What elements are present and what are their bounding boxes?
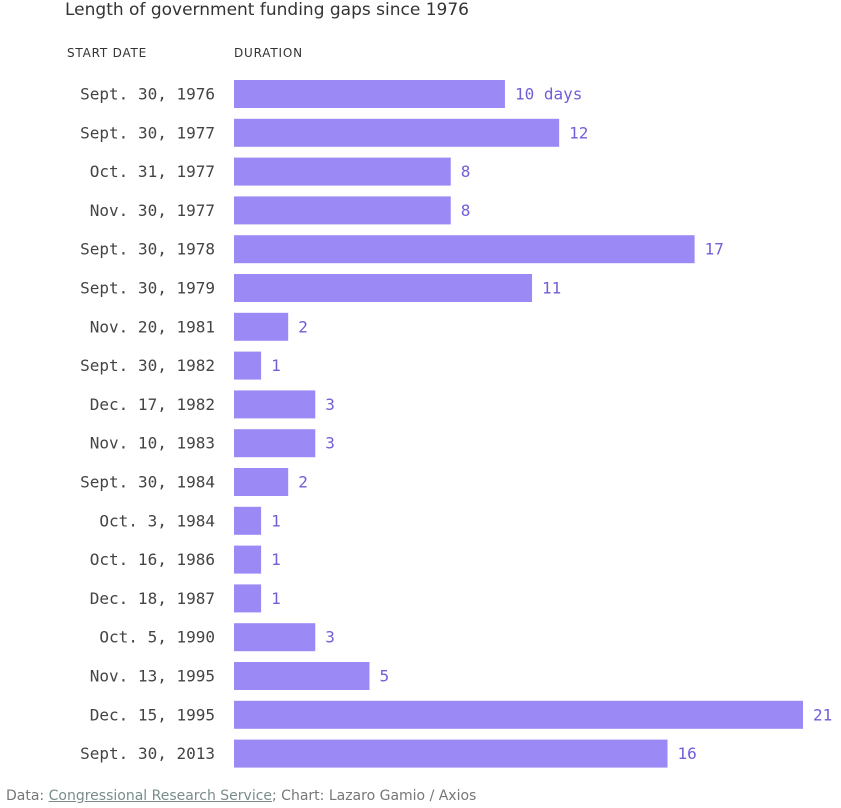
duration-bar (234, 351, 262, 380)
start-date-label: Sept. 30, 1978 (80, 240, 215, 259)
duration-bar (234, 235, 695, 264)
duration-value-label: 1 (271, 550, 281, 569)
duration-bar (234, 700, 803, 729)
duration-bar (234, 118, 560, 147)
duration-bar (234, 506, 262, 535)
duration-header: DURATION (234, 46, 303, 60)
duration-value-label: 11 (542, 279, 561, 298)
duration-bar (234, 196, 451, 225)
start-date-label: Dec. 17, 1982 (90, 395, 215, 414)
duration-value-label: 8 (461, 162, 471, 181)
duration-value-label: 3 (325, 628, 335, 647)
duration-value-label: 3 (325, 395, 335, 414)
duration-value-label: 21 (813, 705, 832, 724)
duration-value-label: 3 (325, 434, 335, 453)
duration-value-label: 1 (271, 511, 281, 530)
duration-value-label: 8 (461, 201, 471, 220)
start-date-label: Oct. 31, 1977 (90, 162, 215, 181)
duration-value-label: 5 (379, 667, 389, 686)
start-date-label: Nov. 30, 1977 (90, 201, 215, 220)
duration-value-label: 12 (569, 123, 588, 142)
start-date-header: START DATE (67, 46, 148, 60)
duration-value-label: 10 days (515, 85, 582, 104)
start-date-label: Dec. 15, 1995 (90, 705, 215, 724)
start-date-label: Dec. 18, 1987 (90, 589, 215, 608)
duration-bar (234, 739, 668, 768)
duration-bar (234, 662, 370, 690)
duration-bar (234, 80, 505, 108)
start-date-label: Oct. 3, 1984 (99, 511, 215, 530)
start-date-label: Sept. 30, 1977 (80, 123, 215, 142)
duration-value-label: 16 (678, 744, 697, 763)
duration-bar (234, 468, 289, 496)
start-date-label: Sept. 30, 2013 (80, 744, 215, 763)
duration-bar (234, 312, 289, 341)
start-date-label: Nov. 13, 1995 (90, 667, 215, 686)
start-date-label: Sept. 30, 1982 (80, 356, 215, 375)
start-date-label: Sept. 30, 1979 (80, 279, 215, 298)
duration-bar (234, 390, 316, 419)
source-link[interactable]: Congressional Research Service (48, 788, 273, 804)
start-date-label: Oct. 16, 1986 (90, 550, 215, 569)
start-date-label: Sept. 30, 1976 (80, 85, 215, 104)
start-date-label: Nov. 20, 1981 (90, 317, 215, 336)
duration-bar (234, 584, 262, 613)
footer-suffix: ; Chart: Lazaro Gamio / Axios (272, 788, 477, 804)
duration-bar (234, 623, 316, 652)
duration-value-label: 2 (298, 473, 308, 492)
duration-bar (234, 157, 451, 186)
chart-title: Length of government funding gaps since … (65, 0, 469, 20)
duration-bar (234, 429, 316, 458)
start-date-label: Nov. 10, 1983 (90, 434, 215, 453)
duration-bar (234, 274, 533, 302)
duration-bar (234, 545, 262, 574)
duration-value-label: 1 (271, 356, 281, 375)
start-date-label: Oct. 5, 1990 (99, 628, 215, 647)
start-date-label: Sept. 30, 1984 (80, 473, 215, 492)
duration-value-label: 2 (298, 317, 308, 336)
footer-prefix: Data: (6, 788, 49, 804)
duration-value-label: 1 (271, 589, 281, 608)
chart-footer: Data: Congressional Research Service; Ch… (6, 788, 476, 804)
duration-value-label: 17 (705, 240, 724, 259)
